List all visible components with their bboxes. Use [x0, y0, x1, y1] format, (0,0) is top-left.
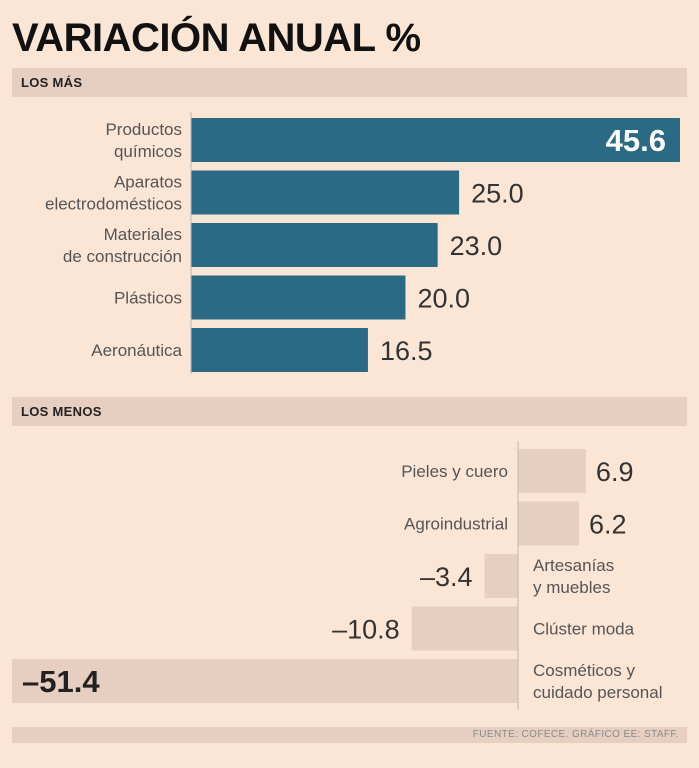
top-category-label: Productos: [105, 120, 182, 139]
bottom-value-label-1: 6.2: [589, 510, 627, 540]
top-bar-4: [191, 328, 368, 372]
bottom-category-label: Pieles y cuero: [401, 462, 508, 481]
section-header-top: LOS MÁS: [12, 68, 687, 97]
top-value-label-4: 16.5: [380, 336, 433, 366]
top-bar-2: [191, 223, 438, 267]
top-value-label-0: 45.6: [606, 123, 666, 158]
top-category-label: químicos: [114, 142, 182, 161]
top-bar-3: [191, 275, 406, 320]
top-category-label: Materiales: [104, 225, 182, 244]
top-bar-0: [191, 118, 680, 162]
top-bar-1: [191, 170, 460, 215]
top-category-label: Aparatos: [114, 173, 182, 192]
bottom-bar-1: [518, 501, 580, 546]
top-value-label-1: 25.0: [471, 179, 524, 209]
bottom-category-label: Artesanías: [533, 556, 614, 575]
top-value-label-2: 23.0: [450, 231, 503, 261]
top-value-label-3: 20.0: [417, 284, 470, 314]
bottom-bar-0: [518, 449, 586, 493]
top-category-label: electrodomésticos: [45, 195, 182, 214]
bottom-category-label: Clúster moda: [533, 620, 635, 639]
bottom-value-label-4: –51.4: [22, 664, 100, 699]
bottom-category-label: Cosméticos y: [533, 661, 636, 680]
source-note: FUENTE: COFECE. GRÁFICO EE: STAFF.: [12, 727, 687, 743]
top-category-label: de construcción: [63, 247, 182, 266]
bottom-category-label: cuidado personal: [533, 683, 662, 702]
bottom-value-label-3: –10.8: [332, 615, 400, 645]
bottom-bar-4: [12, 659, 518, 703]
chart-title: VARIACIÓN ANUAL %: [12, 16, 421, 60]
bottom-bar-3: [411, 606, 518, 651]
section-header-bottom: LOS MENOS: [12, 397, 687, 426]
top-category-label: Plásticos: [114, 289, 182, 308]
bottom-category-label: Agroindustrial: [404, 515, 508, 534]
bottom-category-label: y muebles: [533, 578, 610, 597]
bottom-bar-2: [484, 554, 518, 598]
bottom-value-label-2: –3.4: [420, 562, 473, 592]
top-category-label: Aeronáutica: [91, 341, 182, 360]
bottom-value-label-0: 6.9: [596, 457, 634, 487]
